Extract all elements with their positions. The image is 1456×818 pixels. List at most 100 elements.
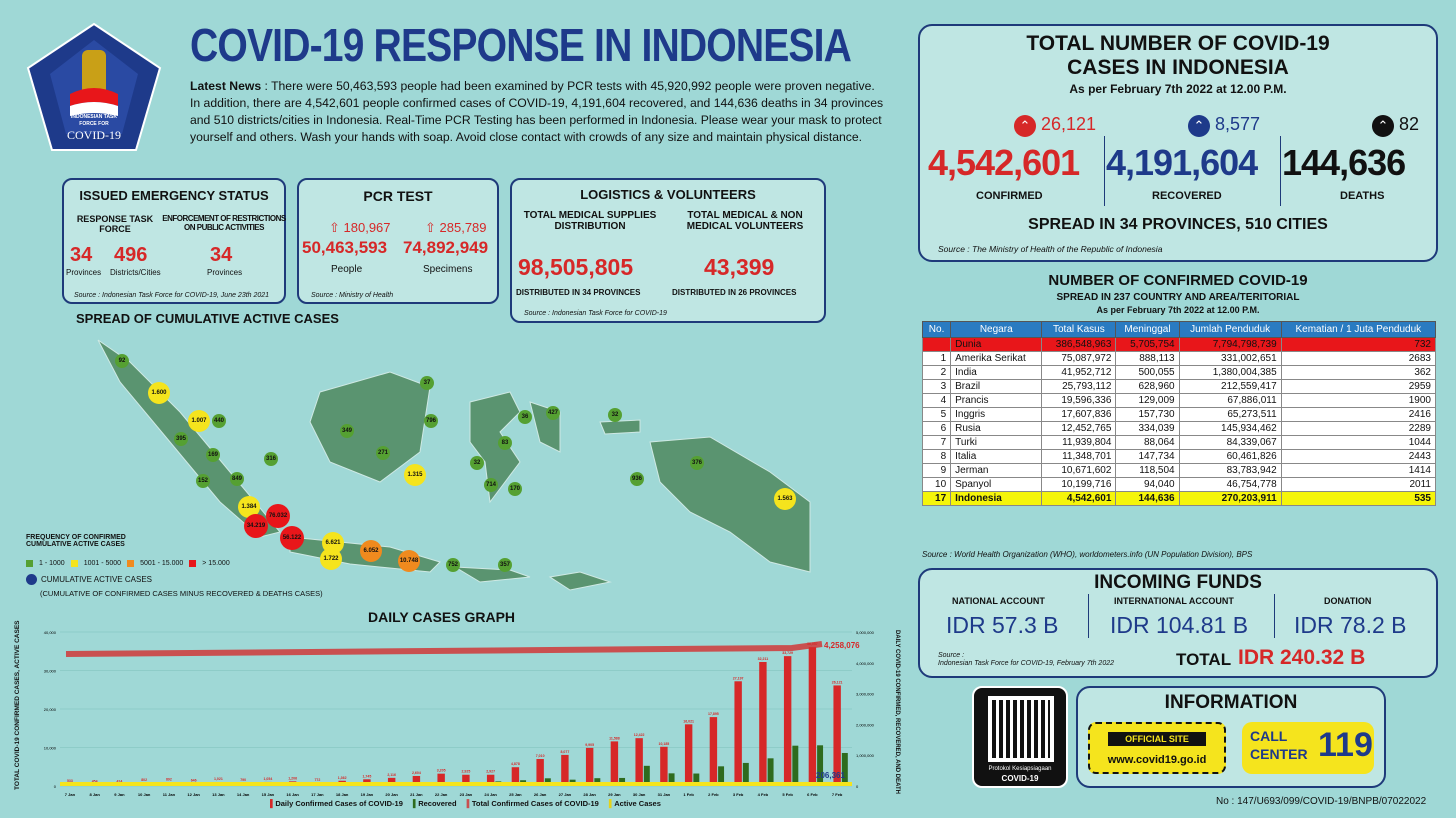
x-tick-label: 22 Jan bbox=[435, 792, 448, 797]
table-cell: 19,596,336 bbox=[1041, 393, 1117, 408]
data-label: 4,878 bbox=[511, 762, 520, 766]
table-cell: 41,952,712 bbox=[1041, 365, 1117, 380]
confirmed-bar bbox=[635, 738, 643, 786]
data-label: 7,010 bbox=[536, 754, 545, 758]
don-value: IDR 78.2 B bbox=[1294, 612, 1407, 638]
table-cell: Jerman bbox=[950, 463, 1043, 478]
table-row: 4 Prancis 19,596,336 129,009 67,886,011 1900 bbox=[921, 393, 1437, 408]
world-title: NUMBER OF CONFIRMED COVID-19 bbox=[1048, 272, 1308, 289]
x-tick-label: 4 Feb bbox=[758, 792, 769, 797]
confirmed-bar bbox=[610, 741, 619, 786]
qr-code-icon[interactable] bbox=[988, 696, 1054, 762]
table-cell: 12,452,765 bbox=[1041, 421, 1117, 436]
table-cell: 83,783,942 bbox=[1178, 463, 1282, 478]
legend-3: 5001 - 15.000 bbox=[140, 560, 184, 567]
map-point: 1.384 bbox=[238, 496, 260, 518]
totals-source: Source : The Ministry of Health of the R… bbox=[938, 244, 1163, 254]
table-row: 1 Amerika Serikat 75,087,972 888,113 331,002… bbox=[921, 351, 1437, 366]
y-tick-label: 10,000 bbox=[44, 746, 57, 751]
legend-recovered: ▌Recovered bbox=[412, 799, 457, 808]
map-point: 37 bbox=[420, 376, 434, 390]
data-label: 9,905 bbox=[585, 743, 594, 747]
map-point: 752 bbox=[446, 558, 460, 572]
recovered-bar bbox=[841, 752, 848, 786]
latest-news: Latest News : There were 50,463,593 peop… bbox=[190, 78, 888, 146]
data-label: 17,895 bbox=[708, 712, 719, 716]
x-tick-label: 8 Jan bbox=[90, 792, 101, 797]
table-cell: 147,734 bbox=[1115, 449, 1180, 464]
legend-2: 1001 - 5000 bbox=[83, 560, 122, 567]
confirmed-bar bbox=[709, 717, 718, 786]
legend-total: ▌Total Confirmed Cases of COVID-19 bbox=[466, 799, 599, 808]
x-tick-label: 24 Jan bbox=[484, 792, 497, 797]
table-cell: 5,705,754 bbox=[1115, 337, 1180, 352]
confirmed-bar bbox=[734, 681, 742, 786]
recovered-total: 4,191,604 bbox=[1106, 142, 1258, 183]
x-tick-label: 1 Feb bbox=[683, 792, 694, 797]
legend-yellow-swatch bbox=[70, 560, 78, 567]
y2-tick-label: 1,000,000 bbox=[856, 753, 875, 758]
data-label: 454 bbox=[92, 779, 98, 783]
map-point: 936 bbox=[630, 472, 644, 486]
rtf-dist-label: Districts/Cities bbox=[110, 268, 161, 277]
rtf-districts: 496 bbox=[114, 244, 148, 266]
table-cell: 3 bbox=[921, 379, 952, 394]
funds-title: INCOMING FUNDS bbox=[1094, 572, 1262, 593]
pcr-specimen-increase: ⇧ 285,789 bbox=[425, 220, 487, 235]
info-panel: INFORMATION OFFICIAL SITE www.covid19.go… bbox=[1076, 686, 1386, 788]
x-tick-label: 29 Jan bbox=[608, 792, 621, 797]
response-task-force-label: RESPONSE TASK FORCE bbox=[76, 214, 154, 234]
call-center-button[interactable]: CALL CENTER 119 bbox=[1242, 722, 1374, 774]
totals-title-2: CASES IN INDONESIA bbox=[1067, 56, 1289, 79]
recovered-bar bbox=[817, 745, 824, 786]
qr-panel[interactable]: Protokol Kesiapsiagaan COVID-19 bbox=[972, 686, 1068, 788]
map-point: 714 bbox=[484, 478, 498, 492]
legend-green-swatch bbox=[26, 560, 33, 567]
map-point: 6.052 bbox=[360, 540, 382, 562]
map-point: 56.122 bbox=[280, 526, 304, 550]
up-arrow-icon: ⌃ bbox=[1188, 115, 1210, 137]
confirmed-bar bbox=[684, 724, 693, 786]
deaths-label: DEATHS bbox=[1340, 190, 1385, 202]
cumulative-note: (CUMULATIVE OF CONFIRMED CASES MINUS REC… bbox=[40, 589, 323, 598]
table-header: Total Kasus bbox=[1041, 321, 1117, 338]
map-point: 76.032 bbox=[266, 504, 290, 528]
qr-label-1: Protokol Kesiapsiagaan bbox=[988, 766, 1052, 772]
map-point: 849 bbox=[230, 472, 244, 486]
table-row: 6 Rusia 12,452,765 334,039 145,934,462 2289 bbox=[921, 421, 1437, 436]
world-table: No. Negara Total Kasus Meninggal Jumlah Pend… bbox=[921, 321, 1437, 506]
x-tick-label: 12 Jan bbox=[187, 792, 200, 797]
table-cell: 1 bbox=[921, 351, 952, 366]
divider bbox=[1088, 594, 1089, 638]
data-label: 2,116 bbox=[387, 773, 396, 777]
table-cell: Indonesia bbox=[950, 491, 1043, 506]
table-cell: 2011 bbox=[1280, 477, 1437, 492]
data-label: 33,729 bbox=[782, 651, 793, 655]
table-cell: 94,040 bbox=[1115, 477, 1180, 492]
data-label: 1,206 bbox=[288, 776, 297, 780]
data-label: 11,588 bbox=[609, 736, 620, 740]
table-row: 3 Brazil 25,793,112 628,960 212,559,417 2959 bbox=[921, 379, 1437, 394]
table-cell: 7,794,798,739 bbox=[1178, 337, 1282, 352]
confirmed-bar bbox=[462, 774, 470, 786]
y2-tick-label: 5,000,000 bbox=[856, 630, 875, 635]
funds-panel: INCOMING FUNDS NATIONAL ACCOUNT INTERNAT… bbox=[918, 568, 1438, 678]
legend-1: 1 - 1000 bbox=[39, 560, 65, 567]
x-tick-label: 9 Jan bbox=[114, 792, 125, 797]
table-cell: 4,542,601 bbox=[1041, 491, 1117, 506]
table-cell: 386,548,963 bbox=[1041, 337, 1117, 352]
official-site-link[interactable]: OFFICIAL SITE www.covid19.go.id bbox=[1088, 722, 1226, 774]
recovered-label: RECOVERED bbox=[1152, 190, 1222, 202]
emergency-title: ISSUED EMERGENCY STATUS bbox=[79, 188, 269, 203]
table-cell: 2959 bbox=[1280, 379, 1437, 394]
site-url[interactable]: www.covid19.go.id bbox=[1107, 754, 1207, 766]
recovered-bar bbox=[668, 773, 675, 786]
total-label: TOTAL bbox=[1176, 650, 1232, 669]
table-cell: 118,504 bbox=[1115, 463, 1180, 478]
table-cell: 331,002,651 bbox=[1178, 351, 1282, 366]
table-header: Kematian / 1 Juta Penduduk bbox=[1280, 321, 1437, 338]
table-cell: 157,730 bbox=[1115, 407, 1180, 422]
data-label: 32,211 bbox=[758, 657, 769, 661]
table-header: Meninggal bbox=[1115, 321, 1180, 338]
x-tick-label: 5 Feb bbox=[782, 792, 793, 797]
